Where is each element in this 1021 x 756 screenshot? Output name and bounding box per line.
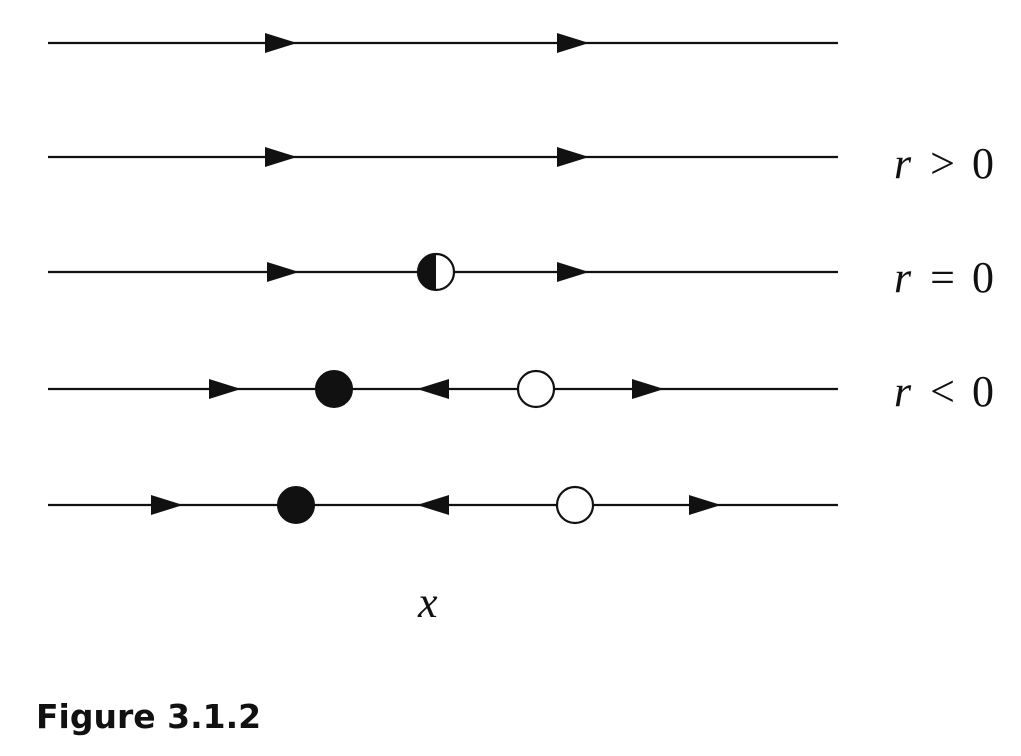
flow-arrow-right [265, 33, 297, 53]
flow-arrow-right [689, 495, 721, 515]
half-stable-fixed-point [416, 252, 456, 292]
flow-arrow-right [265, 147, 297, 167]
stable-fixed-point [315, 370, 353, 408]
unstable-fixed-point [516, 369, 556, 409]
parameter-labels-group: r > 0 r = 0 r < 0 [894, 139, 994, 416]
phase-line-row [48, 147, 838, 167]
flow-arrow-right [151, 495, 183, 515]
phase-line-row [48, 369, 838, 409]
flow-arrow-right [557, 262, 589, 282]
phase-lines-group [48, 33, 838, 525]
label-r-equals-zero: r = 0 [894, 253, 994, 302]
flow-arrow-left [417, 495, 449, 515]
phase-line-row [48, 252, 838, 292]
phase-line-row [48, 33, 838, 53]
flow-arrow-right [632, 379, 664, 399]
axis-label-x: x [417, 578, 438, 627]
unstable-fixed-point [555, 485, 595, 525]
figure-caption: Figure 3.1.2 [36, 697, 261, 736]
flow-arrow-right [209, 379, 241, 399]
label-r-greater-zero: r > 0 [894, 139, 994, 188]
phase-line-row [48, 485, 838, 525]
flow-arrow-right [267, 262, 299, 282]
flow-arrow-right [557, 33, 589, 53]
label-r-less-zero: r < 0 [894, 367, 994, 416]
flow-arrow-left [417, 379, 449, 399]
flow-arrow-right [557, 147, 589, 167]
stable-fixed-point [277, 486, 315, 524]
